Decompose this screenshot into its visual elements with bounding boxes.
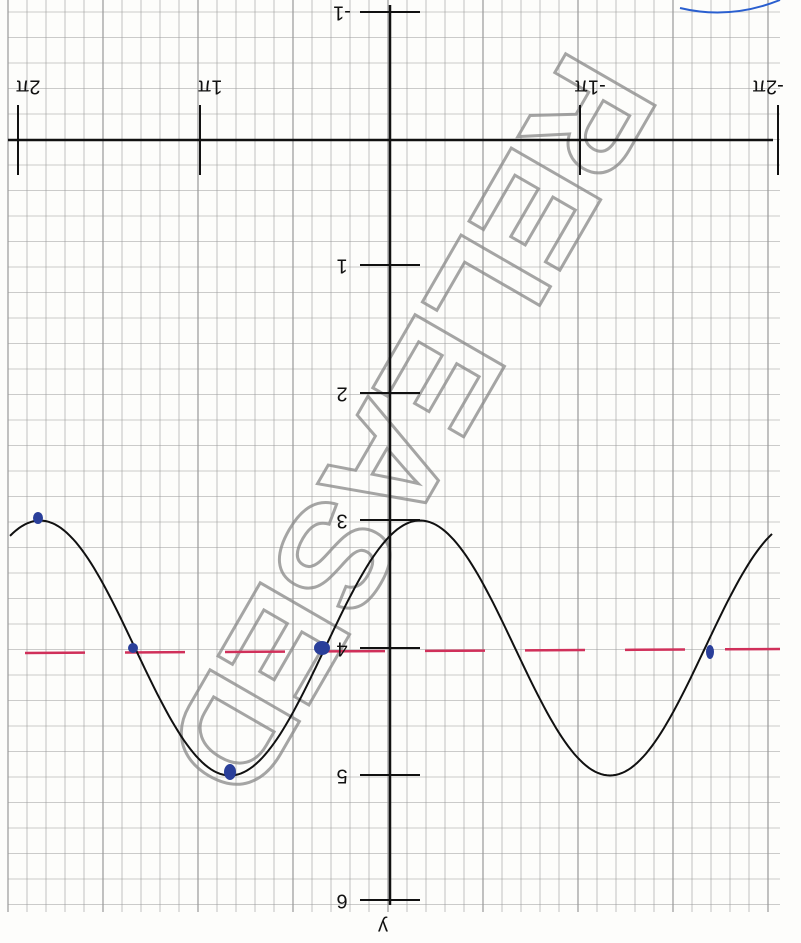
x-tick-label: -1π: [574, 76, 606, 98]
point: [224, 764, 236, 780]
y-tick-label: 2: [336, 383, 347, 405]
page: RELEASED -11234562π1π-1π-2πy (() => { co…: [0, 0, 801, 943]
graph-sheet: RELEASED -11234562π1π-1π-2πy: [0, 0, 801, 943]
x-tick-label: 1π: [198, 76, 223, 98]
point: [706, 645, 714, 659]
point: [314, 641, 330, 655]
y-tick-label: 6: [336, 890, 347, 912]
point: [33, 512, 43, 524]
y-tick-label: 4: [336, 638, 347, 660]
y-tick-label: 5: [336, 765, 347, 787]
y-axis-label: y: [378, 916, 388, 938]
x-tick-label: -2π: [752, 76, 784, 98]
x-tick-label: 2π: [16, 76, 41, 98]
y-tick-label: 1: [336, 255, 347, 277]
y-tick-label: -1: [333, 2, 351, 24]
point: [128, 643, 138, 653]
y-tick-label: 3: [336, 510, 347, 532]
